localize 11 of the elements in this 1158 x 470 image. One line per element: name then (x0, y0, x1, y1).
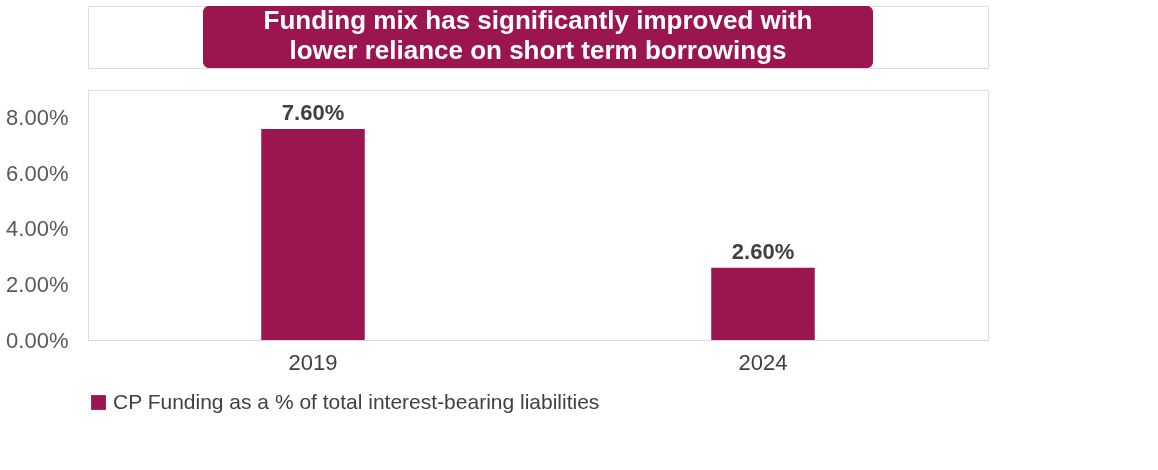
legend-label: CP Funding as a % of total interest-bearing liabilities (113, 389, 600, 413)
chart-title: Funding mix has significantly improved with lower reliance on short term borrowings (263, 5, 813, 65)
y-tick-label: 0.00% (6, 327, 69, 353)
text: 2.60% (731, 238, 795, 264)
y-tick-label: 4.00% (6, 216, 69, 242)
y-tick-label: 2.00% (6, 271, 69, 297)
y-tick-label: 6.00% (6, 160, 69, 186)
text: 7.60% (281, 99, 345, 125)
x-tick-label: 2024 (738, 349, 788, 375)
x-tick-label: 2019 (288, 349, 338, 375)
y-tick-label: 8.00% (6, 105, 69, 131)
